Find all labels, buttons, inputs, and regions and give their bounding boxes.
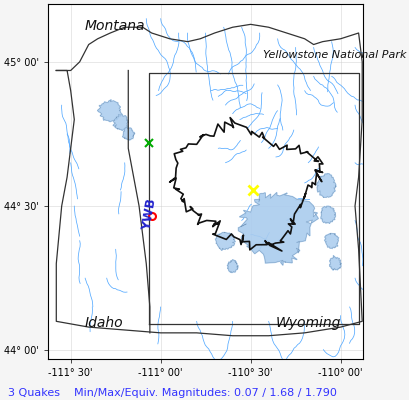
Polygon shape	[97, 100, 121, 122]
Polygon shape	[320, 206, 335, 224]
Polygon shape	[56, 24, 361, 336]
Polygon shape	[238, 192, 317, 265]
Polygon shape	[113, 114, 128, 130]
Text: Wyoming: Wyoming	[274, 316, 340, 330]
Text: YWB: YWB	[140, 198, 159, 232]
Polygon shape	[215, 232, 235, 250]
Polygon shape	[316, 174, 335, 197]
Text: Yellowstone National Park: Yellowstone National Park	[263, 50, 406, 60]
Polygon shape	[227, 260, 238, 272]
Text: Idaho: Idaho	[85, 316, 124, 330]
Polygon shape	[329, 256, 340, 270]
Polygon shape	[122, 127, 134, 140]
Text: Montana: Montana	[85, 19, 145, 33]
Polygon shape	[324, 233, 338, 248]
Text: 3 Quakes    Min/Max/Equiv. Magnitudes: 0.07 / 1.68 / 1.790: 3 Quakes Min/Max/Equiv. Magnitudes: 0.07…	[8, 388, 336, 398]
